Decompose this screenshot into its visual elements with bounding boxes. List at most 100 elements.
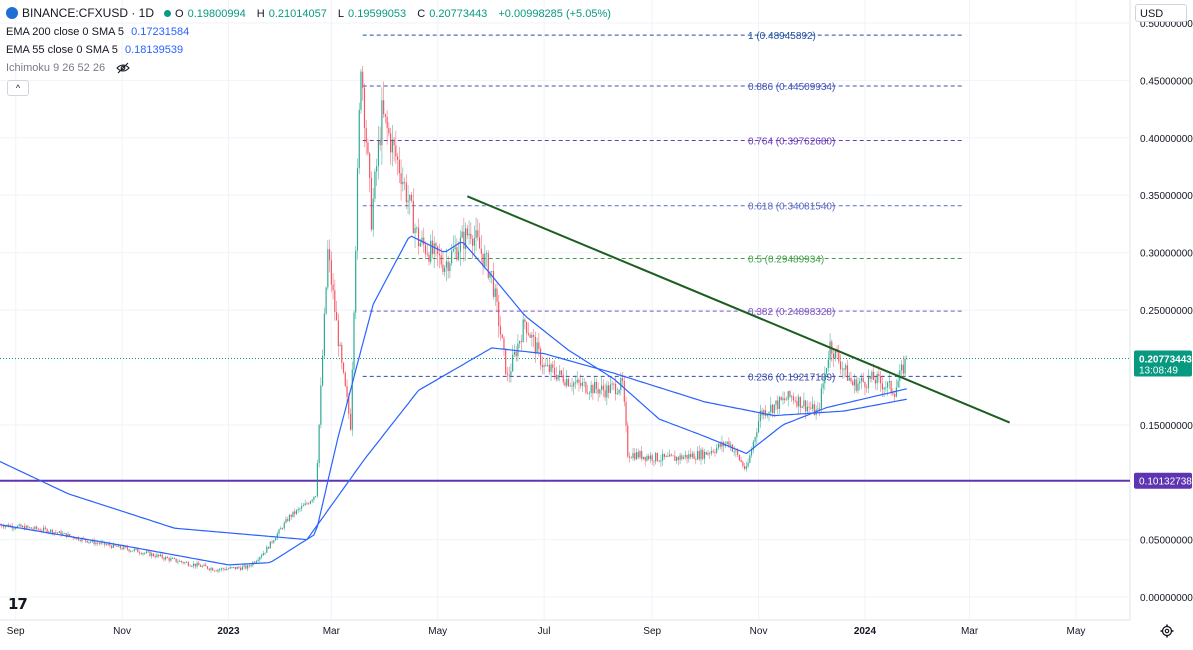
candle-body: [44, 527, 46, 529]
candle-body: [330, 260, 332, 285]
candle-body: [604, 390, 606, 398]
candle-body: [899, 370, 901, 381]
candle-body: [726, 441, 728, 444]
candle-body: [805, 400, 807, 412]
candle-body: [689, 454, 692, 458]
candle-body: [585, 382, 587, 393]
collapse-legend-button[interactable]: ^: [7, 80, 29, 96]
candle-body: [754, 437, 756, 442]
candle-body: [770, 404, 772, 413]
eye-hidden-icon[interactable]: [116, 62, 130, 74]
candle-body: [147, 551, 149, 553]
candle-body: [696, 451, 699, 460]
candle-body: [519, 341, 521, 344]
candle-body: [370, 177, 373, 230]
candle-body: [588, 392, 591, 394]
candle-body: [308, 503, 310, 505]
candle-body: [229, 567, 231, 569]
candle-body: [693, 453, 695, 459]
candle-body: [667, 455, 669, 457]
candle-body: [104, 541, 106, 545]
last-price-label: 0.20773443: [1139, 355, 1192, 366]
candle-body: [304, 503, 306, 506]
candle-body: [676, 457, 678, 461]
candle-body: [447, 261, 449, 272]
candle-body: [184, 562, 186, 564]
candle-body: [737, 450, 739, 455]
candle-body: [318, 424, 320, 464]
candle-body: [90, 541, 92, 543]
fib-level-label: 0.5 (0.29489934): [748, 254, 824, 265]
candle-body: [653, 460, 655, 462]
candle-body: [444, 267, 446, 272]
candle-body: [213, 570, 216, 572]
candle-body: [503, 338, 505, 349]
candle-body: [398, 159, 400, 174]
candle-body: [611, 383, 613, 385]
resistance-trendline: [466, 195, 1011, 424]
ema200-legend[interactable]: EMA 200 close 0 SMA 5 0.17231584: [6, 26, 193, 38]
candle-body: [451, 251, 453, 264]
candle-body: [539, 348, 542, 365]
candle-body: [641, 451, 643, 459]
candle-body: [477, 230, 479, 238]
symbol-legend: BINANCE:CFXUSD · 1D O 0.19800994 H 0.210140…: [6, 6, 615, 20]
candle-body: [311, 499, 313, 502]
candle-body: [95, 542, 97, 545]
fib-level-label: 0.764 (0.39762680): [748, 137, 835, 148]
candle-body: [240, 567, 242, 570]
candle-body: [857, 383, 859, 391]
candle-body: [885, 387, 887, 389]
candle-body: [342, 362, 345, 373]
candle-body: [278, 529, 280, 534]
candle-body: [501, 334, 503, 339]
candle-body: [231, 567, 233, 568]
candle-body: [529, 334, 531, 338]
candle-body: [402, 181, 404, 185]
candle-body: [594, 381, 596, 394]
candle-body: [41, 530, 43, 532]
candle-body: [738, 454, 740, 461]
change-value: +0.00998285 (+5.05%): [498, 8, 611, 20]
candle-body: [473, 237, 475, 246]
candle-body: [628, 456, 631, 458]
tradingview-logo[interactable]: 17: [8, 595, 28, 613]
candle-body: [344, 372, 346, 387]
ichimoku-legend[interactable]: Ichimoku 9 26 52 26: [6, 62, 130, 74]
candle-body: [869, 377, 871, 379]
candle-body: [794, 400, 796, 402]
candle-body: [93, 540, 95, 545]
candle-body: [498, 301, 500, 327]
candle-body: [527, 333, 529, 335]
conflux-logo-icon: [6, 7, 18, 19]
candle-body: [813, 404, 815, 416]
gear-icon[interactable]: [1160, 624, 1174, 638]
candle-body: [578, 379, 580, 383]
candle-body: [114, 543, 116, 546]
candle-body: [609, 384, 611, 393]
candle-body: [679, 455, 681, 460]
candle-body: [782, 398, 784, 400]
candle-body: [536, 342, 538, 354]
candle-body: [853, 379, 856, 386]
candle-body: [581, 382, 584, 386]
candle-body: [487, 253, 489, 278]
candle-body: [787, 391, 789, 400]
candle-body: [131, 550, 134, 552]
time-axis-label: Mar: [961, 626, 979, 637]
candle-body: [158, 554, 160, 556]
candle-body: [428, 254, 430, 262]
currency-select[interactable]: USD: [1135, 4, 1187, 22]
candle-body: [866, 387, 868, 389]
candle-body: [367, 142, 369, 154]
symbol-title[interactable]: BINANCE:CFXUSD · 1D: [22, 6, 155, 20]
candle-body: [601, 385, 603, 390]
candle-body: [135, 548, 137, 550]
candle-body: [271, 541, 273, 543]
candle-body: [646, 456, 648, 461]
candle-body: [686, 454, 688, 459]
candle-body: [191, 566, 193, 567]
ema55-legend[interactable]: EMA 55 close 0 SMA 5 0.18139539: [6, 44, 187, 56]
candle-body: [520, 341, 523, 342]
